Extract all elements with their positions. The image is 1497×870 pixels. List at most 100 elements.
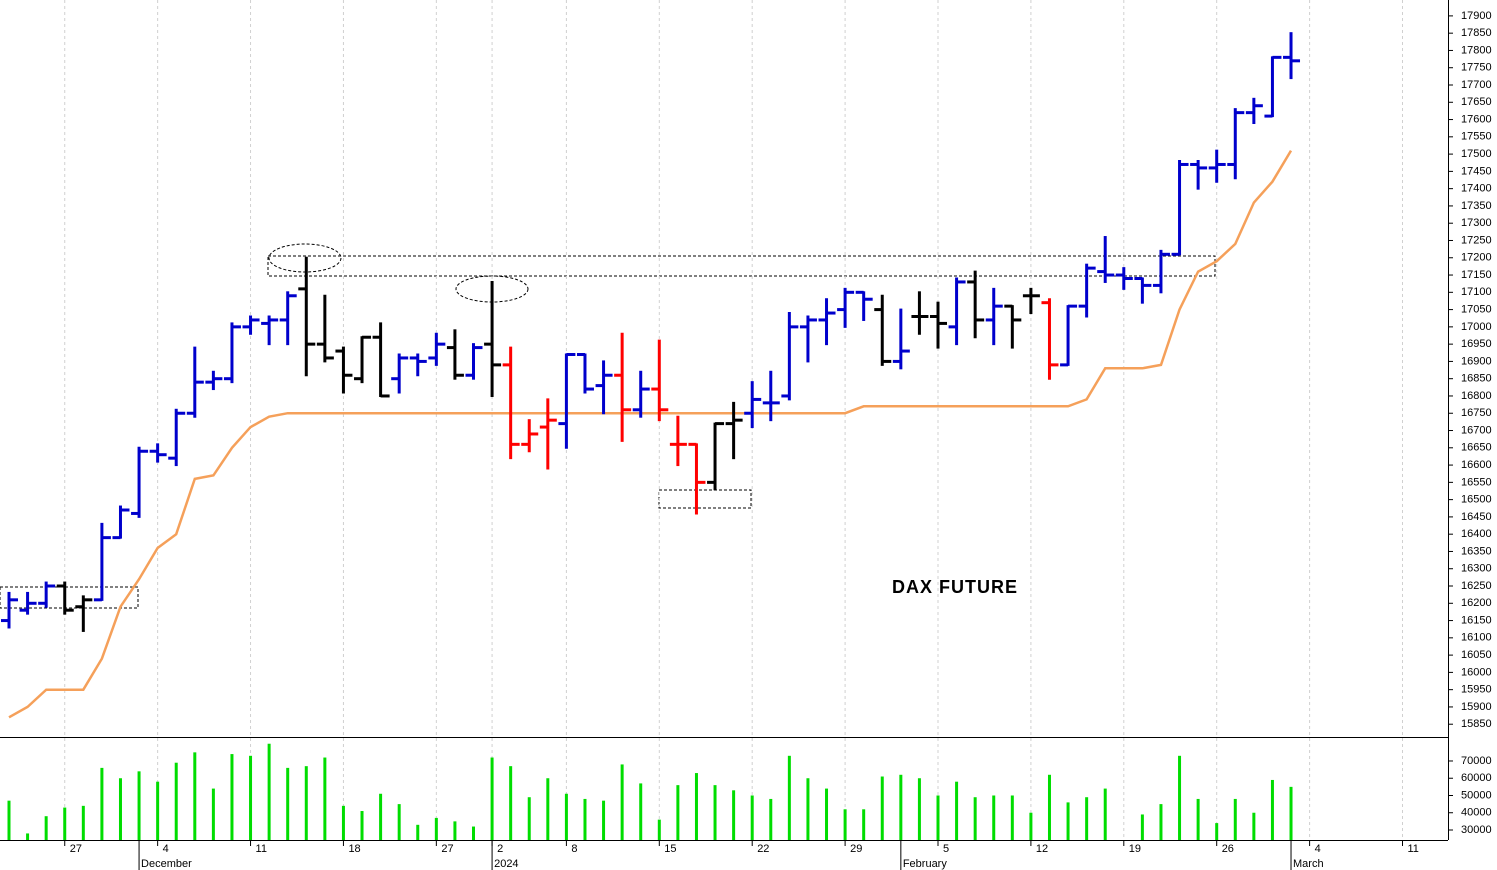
volume-bar	[992, 795, 996, 840]
x-tick-label: 26	[1222, 843, 1234, 855]
volume-bar	[713, 785, 717, 840]
x-tick-label: 4	[1315, 843, 1321, 855]
volume-bar	[472, 826, 475, 840]
volume-bar	[44, 816, 48, 840]
x-tick-label: 19	[1129, 843, 1141, 855]
resistance-box	[267, 255, 1216, 277]
volume-bar	[1103, 788, 1107, 840]
y-tick-label: 16650	[1461, 442, 1492, 454]
y-tick-label: 16000	[1461, 666, 1492, 678]
x-tick-label: 12	[1036, 843, 1048, 855]
y-tick-label: 16250	[1461, 580, 1492, 592]
y-tick-label: 17600	[1461, 113, 1492, 125]
y-tick-label: 16150	[1461, 614, 1492, 626]
volume-bar	[509, 766, 513, 840]
y-tick-label: 17850	[1461, 27, 1492, 39]
chart-annotation: DAX FUTURE	[892, 577, 1018, 597]
y-tick-label: 17150	[1461, 269, 1492, 281]
volume-bar	[750, 795, 754, 840]
volume-bar	[1178, 755, 1182, 840]
x-tick-label: 11	[1408, 843, 1419, 855]
volume-bar	[397, 804, 401, 840]
volume-bar	[1270, 779, 1274, 840]
y-tick-label: 50000	[1461, 789, 1492, 801]
x-tick-label: 29	[850, 843, 862, 855]
volume-bar	[564, 793, 568, 840]
volume-bar	[1233, 798, 1237, 840]
volume-bar	[156, 781, 160, 840]
volume-bar	[267, 743, 271, 840]
volume-bar	[230, 754, 234, 840]
month-label: February	[903, 858, 948, 870]
volume-bar	[639, 783, 643, 840]
volume-bar	[211, 788, 215, 840]
indicator-line	[8, 149, 1293, 719]
volume-bar	[657, 819, 661, 840]
y-tick-label: 16400	[1461, 528, 1492, 540]
volume-bar	[137, 771, 141, 840]
volume-bar	[1066, 802, 1070, 840]
volume-bar	[527, 797, 531, 840]
volume-bar	[546, 778, 550, 840]
y-tick-label: 17000	[1461, 321, 1492, 333]
y-tick-label: 17700	[1461, 79, 1492, 91]
volume-bar	[1159, 804, 1163, 840]
y-tick-label: 17750	[1461, 62, 1492, 74]
volume-bar	[694, 773, 698, 840]
volume-bar	[1010, 795, 1014, 840]
volume-bar	[862, 809, 866, 840]
volume-bar	[1215, 823, 1219, 840]
month-label: March	[1293, 858, 1324, 870]
y-tick-label: 16900	[1461, 355, 1492, 367]
y-tick-label: 17250	[1461, 234, 1492, 246]
volume-bar	[379, 793, 383, 840]
volume-bar	[806, 778, 810, 840]
volume-bar	[304, 766, 308, 840]
x-tick-label: 11	[256, 843, 267, 855]
y-tick-label: 16950	[1461, 338, 1492, 350]
volume-bar	[118, 778, 122, 840]
x-tick-label: 2	[497, 843, 503, 855]
month-label: December	[141, 858, 192, 870]
volume-bar	[1252, 812, 1256, 840]
y-tick-label: 17650	[1461, 96, 1492, 108]
y-tick-label: 60000	[1461, 772, 1492, 784]
volume-bar	[453, 821, 457, 840]
y-tick-label: 16300	[1461, 563, 1492, 575]
volume-bar	[360, 811, 364, 840]
volume-bar	[1140, 814, 1144, 840]
volume-bar	[249, 755, 253, 840]
y-tick-label: 16050	[1461, 649, 1492, 661]
y-tick-label: 16500	[1461, 494, 1492, 506]
y-tick-label: 16700	[1461, 424, 1492, 436]
y-tick-label: 16850	[1461, 373, 1492, 385]
y-tick-label: 15900	[1461, 701, 1492, 713]
y-tick-label: 16600	[1461, 459, 1492, 471]
y-tick-label: 17200	[1461, 252, 1492, 264]
x-tick-label: 4	[163, 843, 169, 855]
y-tick-label: 17300	[1461, 217, 1492, 229]
y-tick-label: 16750	[1461, 407, 1492, 419]
y-tick-label: 17100	[1461, 286, 1492, 298]
volume-bar	[81, 805, 85, 840]
volume-bar	[1085, 797, 1089, 840]
volume-bar	[917, 778, 921, 840]
volume-bar	[286, 767, 290, 840]
volume-bar	[602, 800, 606, 840]
x-tick-label: 27	[441, 843, 453, 855]
x-tick-label: 15	[664, 843, 676, 855]
volume-bar	[955, 781, 959, 840]
x-tick-label: 8	[571, 843, 577, 855]
y-tick-label: 17500	[1461, 148, 1492, 160]
y-tick-label: 15850	[1461, 718, 1492, 730]
volume-bar	[490, 757, 494, 840]
volume-bar	[843, 809, 847, 840]
volume-bar	[973, 797, 977, 840]
y-tick-label: 17800	[1461, 44, 1492, 56]
x-tick-label: 18	[348, 843, 360, 855]
y-tick-label: 15950	[1461, 684, 1492, 696]
volume-bar	[7, 800, 11, 840]
